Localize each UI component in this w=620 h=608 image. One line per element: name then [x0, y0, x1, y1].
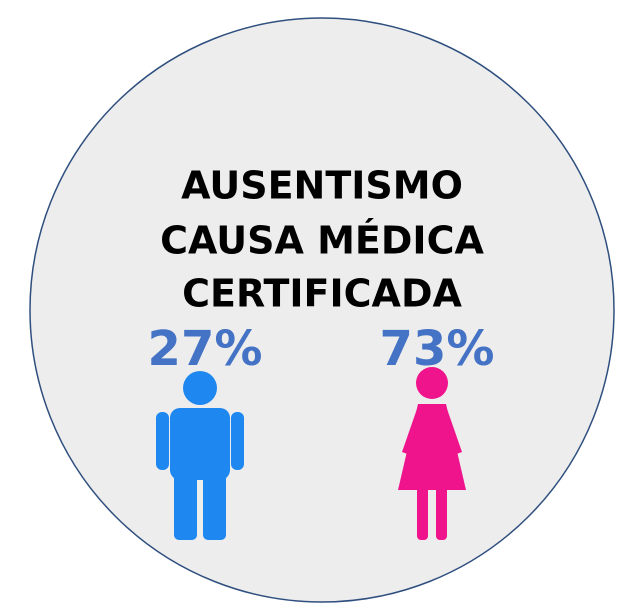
female-icon [398, 367, 466, 540]
male-percent: 27% [148, 321, 263, 377]
female-percent: 73% [380, 321, 495, 377]
title-line: CERTIFICADA [182, 272, 462, 316]
male-icon [156, 371, 244, 540]
title-line: CAUSA MÉDICA [160, 219, 484, 263]
title-line: AUSENTISMO [181, 164, 463, 208]
